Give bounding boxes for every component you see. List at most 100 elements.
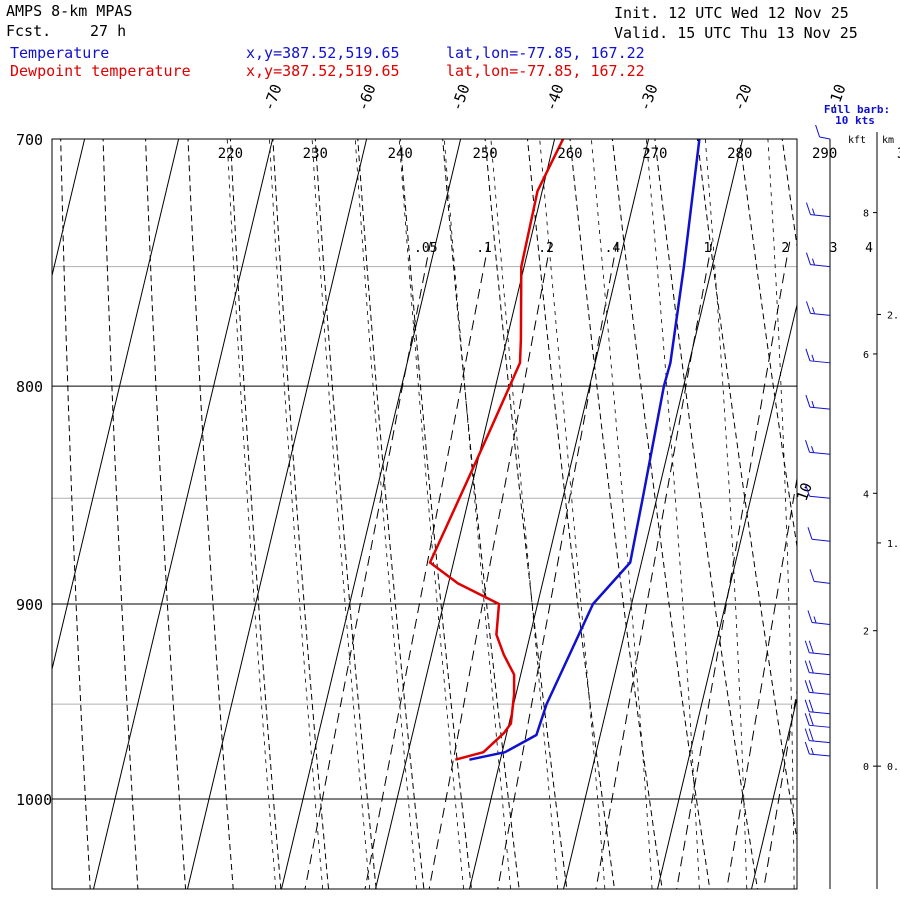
kft-tick-label: 0 — [863, 762, 869, 773]
theta-label: 280 — [727, 146, 752, 162]
isotherm-10-label: 10 — [793, 480, 816, 503]
moist-adiabat — [590, 139, 653, 889]
wind-barb-staff — [810, 312, 831, 316]
isotherm — [562, 139, 744, 889]
isotherm — [0, 85, 3, 900]
dry-adiabat — [145, 139, 187, 889]
wind-barb-flag — [808, 713, 814, 726]
temperature-tick-label: -40 — [541, 82, 567, 114]
wind-barb-flag — [804, 680, 810, 693]
dry-adiabat — [739, 139, 797, 550]
km-tick-label: 2. — [887, 310, 899, 321]
theta-label: 220 — [218, 146, 243, 162]
dry-adiabat — [399, 139, 472, 889]
wind-barb — [804, 741, 831, 757]
model-title: AMPS 8-km MPAS — [6, 2, 133, 20]
wind-barb-flag — [804, 699, 810, 712]
wind-barb-half — [811, 446, 814, 453]
moist-adiabat — [490, 139, 559, 889]
isotherm — [52, 139, 180, 672]
forecast-hour: 27 h — [90, 22, 127, 40]
km-axis-label: km — [882, 135, 894, 146]
temperature-trace — [469, 139, 701, 761]
isotherm — [841, 85, 900, 900]
isotherm — [468, 139, 650, 889]
barb-legend-title: Full barb: — [824, 103, 890, 116]
moist-adiabat — [269, 139, 324, 889]
mixing-ratio-label: 2 — [781, 241, 789, 256]
moist-adiabat — [767, 139, 795, 889]
kft-axis-label: kft — [848, 135, 866, 146]
wind-barb — [804, 660, 831, 676]
moist-adiabat — [645, 139, 700, 889]
wind-barb-half — [810, 747, 814, 755]
chart-background-lines — [0, 85, 900, 900]
wind-barb — [804, 699, 831, 715]
dry-adiabat — [229, 139, 282, 889]
pressure-tick-label: 900 — [16, 596, 43, 614]
wind-barb-flag — [808, 699, 814, 712]
moist-adiabat — [539, 139, 606, 889]
wind-barb — [804, 728, 831, 744]
dry-adiabat — [696, 139, 797, 843]
wind-barb — [805, 301, 831, 316]
wind-barb-flag — [804, 728, 810, 741]
legend-temperature-xy: x,y=387.52,519.65 — [246, 44, 400, 62]
theta-label: 260 — [557, 146, 582, 162]
moist-adiabat — [704, 139, 748, 889]
barb-legend-value: 10 kts — [835, 114, 875, 127]
wind-barb — [804, 640, 831, 656]
kft-tick-label: 4 — [863, 489, 869, 500]
dry-adiabat — [272, 139, 330, 889]
wind-barb-staff — [811, 538, 831, 542]
wind-barb-half — [811, 307, 815, 314]
wind-barb — [807, 527, 831, 542]
moist-adiabat — [443, 139, 511, 889]
wind-barb — [805, 394, 831, 410]
kft-tick-label: 8 — [863, 209, 869, 220]
wind-barb-flag — [805, 440, 810, 453]
wind-barb-staff — [811, 621, 831, 625]
wind-barb-staff — [809, 753, 831, 757]
pressure-tick-label: 800 — [16, 378, 43, 396]
wind-barb — [815, 124, 831, 140]
isotherm — [374, 139, 556, 889]
mixing-ratio-line — [726, 475, 797, 889]
wind-barb — [805, 252, 831, 268]
mixing-ratio-label: 1 — [703, 241, 711, 256]
km-tick-label: 1. — [887, 539, 899, 550]
mixing-ratio-line — [815, 242, 900, 900]
moist-adiabat — [226, 139, 277, 889]
isotherm — [186, 139, 368, 889]
wind-barb-half — [811, 208, 815, 215]
init-time: Init. 12 UTC Wed 12 Nov 25 — [614, 4, 849, 22]
dry-adiabat — [314, 139, 377, 889]
wind-barb — [805, 484, 831, 499]
wind-barb-staff — [809, 495, 831, 499]
wind-barb-flag — [805, 484, 810, 497]
moist-adiabat — [354, 139, 417, 889]
wind-barb-staff — [809, 740, 831, 744]
temperature-tick-label: -70 — [259, 82, 285, 114]
wind-barb — [805, 202, 831, 218]
isotherm — [280, 139, 462, 889]
wind-barb-flag — [805, 394, 811, 408]
isotherm — [92, 139, 274, 889]
wind-barb-flag — [804, 741, 810, 755]
dry-adiabat — [484, 139, 568, 889]
legend-dewpoint-xy: x,y=387.52,519.65 — [246, 62, 400, 80]
wind-barb-staff — [809, 672, 831, 676]
forecast-label: Fcst. — [6, 22, 52, 40]
wind-barb-flag — [805, 301, 811, 314]
wind-barb-flag — [808, 660, 814, 673]
moist-adiabat — [311, 139, 371, 889]
wind-barb — [804, 680, 831, 695]
mixing-ratio-label: .1 — [476, 241, 492, 256]
wind-barb-staff — [809, 691, 831, 695]
wind-barb-flag — [815, 124, 821, 138]
pressure-tick-label: 700 — [16, 131, 43, 149]
wind-barb-flag — [809, 569, 815, 582]
dry-adiabat — [611, 139, 711, 889]
dry-adiabat — [526, 139, 615, 889]
wind-barb-staff — [809, 360, 831, 364]
